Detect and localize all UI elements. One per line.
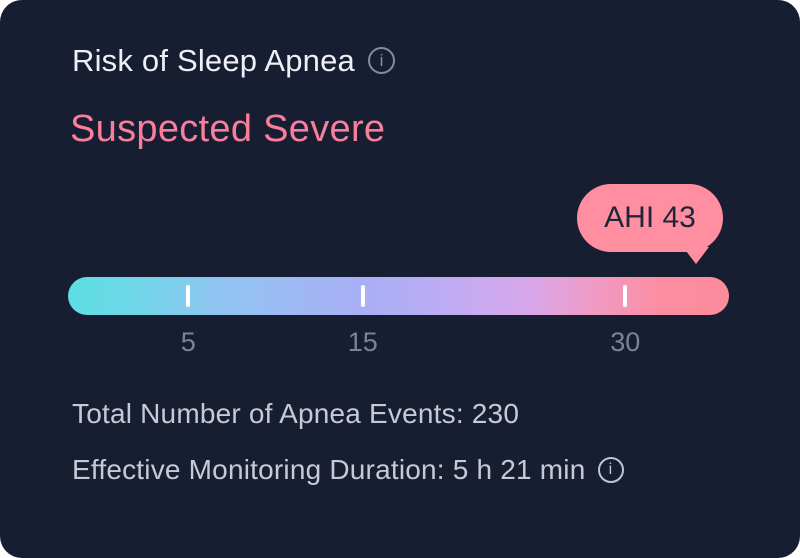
risk-level-label: Suspected Severe	[70, 108, 386, 150]
apnea-events-text: Total Number of Apnea Events: 230	[72, 398, 520, 429]
page-title: Risk of Sleep Apnea	[72, 43, 355, 78]
ahi-value-text: AHI 43	[604, 201, 696, 234]
info-icon[interactable]: i	[367, 47, 395, 74]
stat-apnea-events: Total Number of Apnea Events: 230	[72, 400, 519, 428]
scale-tick-label: 5	[180, 327, 196, 357]
card-header: Risk of Sleep Apnea i	[72, 45, 395, 76]
ahi-gauge-bar	[68, 277, 729, 315]
scale-tick-label: 30	[610, 327, 641, 357]
ahi-value-bubble: AHI 43	[577, 184, 723, 264]
monitoring-duration-text: Effective Monitoring Duration: 5 h 21 mi…	[72, 454, 586, 485]
duration-info-icon[interactable]: i	[597, 457, 624, 483]
scale-tick	[360, 285, 365, 307]
stat-monitoring-duration: Effective Monitoring Duration: 5 h 21 mi…	[72, 456, 624, 484]
scale-tick-label: 15	[347, 327, 378, 357]
scale-tick	[623, 285, 628, 307]
scale-tick	[186, 285, 191, 307]
bubble-tail-icon	[683, 247, 709, 264]
